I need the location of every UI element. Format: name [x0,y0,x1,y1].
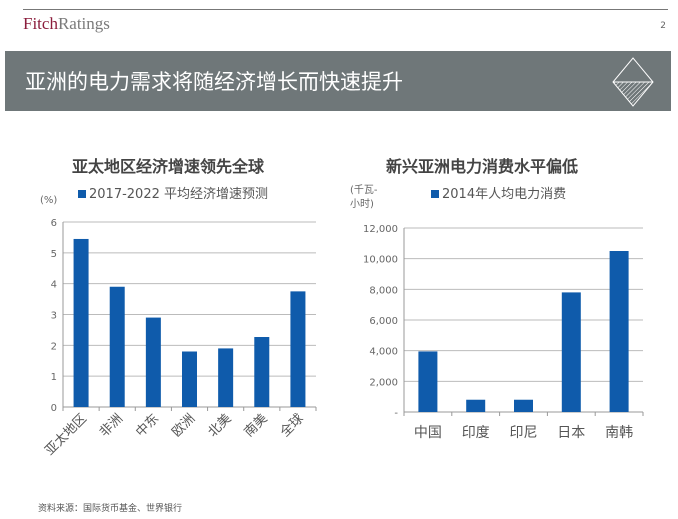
y-tick-label: 2 [51,341,57,352]
legend-label: 2014年人均电力消费 [442,187,567,202]
y-tick-label: 3 [51,311,57,322]
chart1-title: 亚太地区经济增速领先全球 [72,157,265,176]
legend-label: 2017-2022 平均经济增速预测 [89,187,268,202]
chart2-legend: 2014年人均电力消费 [431,183,566,202]
bar-非洲 [109,286,125,407]
bar-欧洲 [182,351,197,407]
y-tick-label: 6 [51,218,57,229]
title-banner: 亚洲的电力需求将随经济增长而快速提升 [5,51,671,111]
x-tick-label: 中东 [133,411,162,440]
diamond-logo-icon [612,57,654,107]
bar-中东 [145,317,161,407]
x-tick-label: 全球 [277,411,307,441]
x-tick-label: 南美 [241,411,271,441]
unit-line: (千瓦- [350,185,378,196]
x-tick-label: 欧洲 [169,411,198,440]
y-tick-label: 1 [51,372,57,383]
unit-line: 小时) [350,199,374,210]
page-number: 2 [660,21,666,31]
x-tick-label: 北美 [205,411,234,440]
legend-swatch [78,190,86,198]
legend-swatch [431,190,439,198]
source-note: 资料来源：国际货币基金、世界银行 [38,504,183,514]
chart2-title: 新兴亚洲电力消费水平偏低 [386,157,579,176]
chart2-unit: (千瓦- 小时) [350,184,378,212]
bar-南美 [254,337,270,407]
bar-全球 [290,291,306,407]
slide-title: 亚洲的电力需求将随经济增长而快速提升 [25,70,403,94]
bar-亚太地区 [73,238,89,407]
y-tick-label: 4 [51,280,57,291]
x-tick-label: 非洲 [97,411,126,440]
chart1-legend: 2017-2022 平均经济增速预测 [78,183,268,202]
header-rule [23,9,668,10]
bar-北美 [218,348,234,407]
fitch-logo: FitchRatings [23,14,110,33]
chart1-unit: (%) [40,195,58,206]
y-tick-label: 5 [51,249,57,260]
y-tick-label: 0 [51,403,57,414]
x-tick-label: 亚太地区 [43,411,90,458]
